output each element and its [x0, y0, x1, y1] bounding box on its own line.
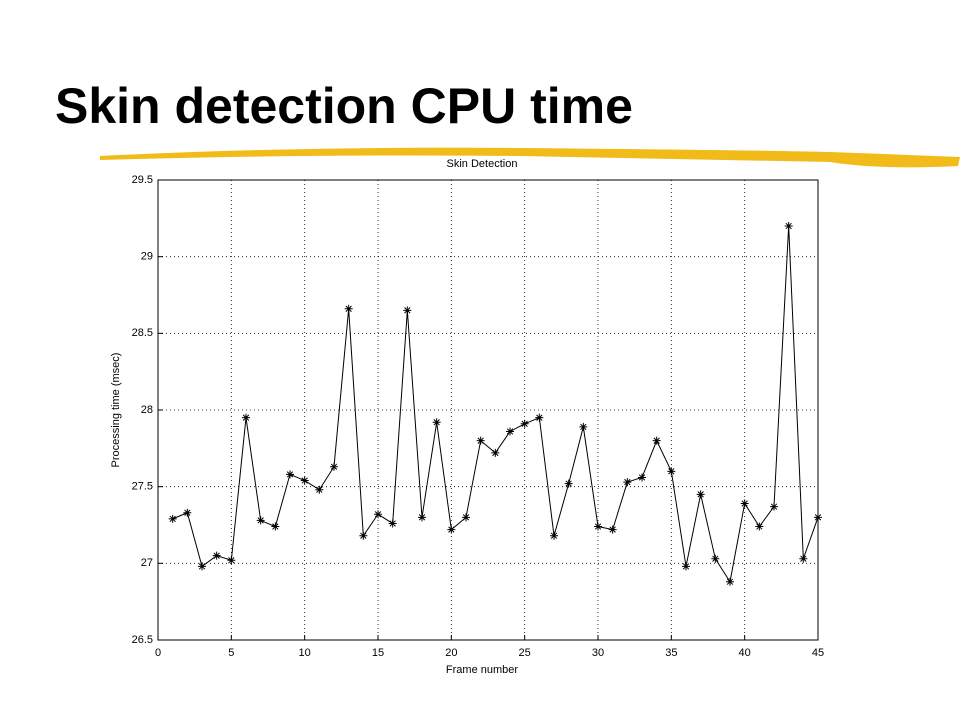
- marker: [403, 306, 412, 315]
- marker: [755, 522, 764, 531]
- x-tick-label: 25: [519, 647, 531, 659]
- marker: [344, 304, 353, 313]
- x-tick-label: 5: [228, 647, 234, 659]
- x-tick-label: 0: [155, 647, 161, 659]
- marker: [300, 476, 309, 485]
- marker: [594, 522, 602, 531]
- marker: [330, 462, 338, 471]
- marker: [462, 513, 470, 522]
- marker: [652, 436, 661, 445]
- marker: [784, 222, 793, 230]
- marker: [227, 556, 236, 565]
- marker: [550, 531, 558, 540]
- y-axis-label: Processing time (msec): [110, 353, 122, 468]
- marker: [374, 510, 382, 519]
- title-underline: [100, 147, 960, 168]
- marker: [242, 413, 250, 422]
- marker: [447, 525, 456, 534]
- y-tick-label: 28.5: [132, 327, 153, 339]
- y-tick-label: 29: [141, 251, 153, 263]
- marker: [315, 485, 324, 494]
- marker: [506, 427, 514, 436]
- marker: [256, 516, 265, 525]
- x-tick-label: 30: [592, 647, 604, 659]
- marker: [638, 473, 646, 482]
- marker: [579, 422, 588, 431]
- marker: [667, 467, 676, 476]
- marker: [535, 413, 544, 422]
- plot-area: [158, 180, 818, 640]
- marker: [183, 508, 192, 517]
- x-tick-label: 15: [372, 647, 384, 659]
- marker: [271, 522, 280, 531]
- marker: [388, 519, 397, 528]
- marker: [814, 513, 822, 522]
- marker: [682, 562, 690, 571]
- marker: [564, 479, 573, 488]
- marker: [799, 554, 808, 563]
- marker: [476, 436, 485, 445]
- chart-title: Skin Detection: [447, 158, 518, 170]
- y-tick-label: 29.5: [132, 174, 153, 186]
- marker: [198, 562, 206, 571]
- marker: [696, 490, 705, 499]
- y-tick-label: 27: [141, 557, 153, 569]
- marker: [711, 554, 720, 563]
- y-tick-label: 27.5: [132, 481, 153, 493]
- y-tick-label: 28: [141, 404, 153, 416]
- marker: [770, 502, 778, 511]
- marker: [286, 470, 294, 479]
- x-tick-label: 40: [739, 647, 751, 659]
- marker: [491, 448, 500, 457]
- plot-frame: [157, 179, 819, 641]
- y-tick-label: 26.5: [132, 634, 153, 646]
- marker: [520, 419, 529, 428]
- marker: [740, 499, 749, 508]
- marker: [359, 531, 368, 540]
- marker: [608, 525, 617, 534]
- x-tick-label: 45: [812, 647, 824, 659]
- marker: [623, 478, 632, 487]
- x-tick-label: 20: [445, 647, 457, 659]
- x-tick-label: 35: [665, 647, 677, 659]
- marker: [726, 577, 734, 586]
- x-tick-label: 10: [299, 647, 311, 659]
- x-axis-label: Frame number: [446, 664, 518, 676]
- plot: 26.5 27 27.5 28 28.5 29 29.5 0 5 10 15 20 25 30 35 40 45: [132, 174, 825, 659]
- marker: [418, 513, 426, 522]
- slide-title: Skin detection CPU time: [55, 78, 633, 134]
- marker: [168, 514, 177, 523]
- marker: [212, 551, 221, 560]
- marker: [432, 418, 441, 427]
